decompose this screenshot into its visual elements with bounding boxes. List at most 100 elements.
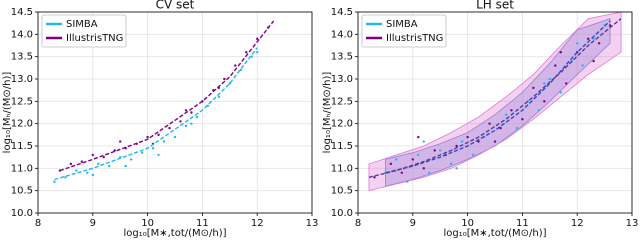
- legend-label: SIMBA: [386, 19, 418, 30]
- data-point: [581, 64, 584, 67]
- data-point: [395, 158, 398, 161]
- data-point: [592, 59, 595, 63]
- legend-box: [361, 14, 447, 48]
- data-point: [256, 51, 259, 54]
- data-point: [162, 140, 166, 143]
- x-tick-label: 11: [196, 218, 209, 229]
- fit-line: [59, 20, 275, 172]
- data-point: [559, 51, 562, 54]
- data-point: [91, 153, 95, 157]
- data-point: [108, 164, 111, 168]
- data-point: [477, 140, 480, 143]
- data-point: [102, 155, 105, 159]
- x-tick-label: 9: [410, 218, 416, 229]
- y-tick-label: 12.0: [11, 119, 33, 130]
- data-point: [608, 24, 612, 27]
- data-point: [129, 158, 133, 161]
- y-tick-label: 12.5: [331, 96, 353, 107]
- data-point: [75, 169, 78, 172]
- data-point: [124, 164, 127, 168]
- data-point: [554, 64, 557, 67]
- data-point: [471, 153, 475, 157]
- fit-line: [54, 47, 258, 181]
- data-point: [586, 37, 590, 40]
- y-tick-label: 10.5: [11, 186, 33, 197]
- data-point: [223, 77, 226, 81]
- x-tick-label: 12: [251, 218, 264, 229]
- data-point: [417, 153, 420, 157]
- data-point: [532, 86, 535, 90]
- data-point: [592, 37, 595, 40]
- y-tick-label: 11.0: [11, 163, 33, 174]
- x-tick-label: 13: [306, 218, 319, 229]
- data-point: [245, 51, 248, 54]
- data-point: [537, 109, 541, 112]
- data-point: [190, 122, 193, 125]
- data-point: [195, 115, 199, 119]
- data-point: [439, 149, 442, 152]
- data-point: [422, 140, 425, 143]
- data-point: [69, 162, 73, 166]
- y-tick-label: 14.0: [11, 29, 33, 40]
- data-point: [504, 113, 508, 116]
- panel: 10.0 10.5 11.0 11.5 12.0 12.5 13.0 13.5 14.0 14.5…: [2, 0, 318, 239]
- data-point: [417, 135, 420, 139]
- data-point: [543, 82, 546, 85]
- x-axis-label: log₁₀[M∗,tot/(M⊙/h)]: [123, 228, 226, 239]
- data-point: [466, 135, 469, 139]
- data-point: [97, 162, 100, 166]
- data-point: [597, 42, 601, 45]
- y-axis-label: log₁₀[Mₕ/(M⊙/h)]: [2, 72, 13, 154]
- legend-label: SIMBA: [66, 19, 98, 30]
- data-point: [559, 91, 562, 94]
- data-point: [64, 176, 67, 179]
- error-band: [368, 11, 622, 192]
- data-point: [146, 135, 149, 139]
- x-tick-label: 8: [355, 218, 361, 229]
- data-point: [510, 109, 513, 112]
- chart-title: LH set: [476, 0, 514, 12]
- data-point: [184, 109, 188, 112]
- chart-title: CV set: [156, 0, 195, 12]
- data-point: [455, 167, 458, 170]
- data-point: [157, 133, 160, 137]
- data-point: [179, 120, 182, 123]
- data-point: [256, 37, 259, 40]
- data-point: [190, 111, 193, 114]
- y-tick-label: 12.5: [11, 96, 33, 107]
- data-point: [543, 100, 546, 103]
- x-tick-label: 8: [35, 218, 41, 229]
- data-point: [86, 171, 89, 174]
- y-axis-label: log₁₀[Mₕ/(M⊙/h)]: [322, 72, 333, 154]
- fit-line: [385, 20, 611, 174]
- x-tick-label: 9: [90, 218, 96, 229]
- error-band: [384, 18, 611, 187]
- y-tick-label: 13.0: [11, 74, 33, 85]
- data-point: [428, 171, 431, 174]
- data-point: [515, 126, 519, 130]
- data-point: [373, 176, 376, 179]
- data-point: [411, 158, 414, 161]
- data-point: [576, 42, 579, 45]
- data-point: [217, 95, 221, 99]
- data-point: [168, 126, 171, 130]
- x-tick-label: 13: [626, 218, 639, 229]
- data-point: [565, 82, 568, 85]
- legend-label: IllustrisTNG: [386, 33, 443, 44]
- y-tick-label: 10.5: [331, 186, 353, 197]
- x-tick-label: 11: [516, 218, 529, 229]
- data-point: [389, 162, 393, 166]
- data-point: [140, 151, 144, 154]
- data-point: [521, 118, 524, 121]
- data-point: [422, 167, 425, 170]
- legend-box: [41, 14, 127, 48]
- y-tick-label: 13.0: [331, 74, 353, 85]
- data-point: [548, 77, 551, 81]
- legend-label: IllustrisTNG: [66, 33, 123, 44]
- y-tick-label: 13.5: [331, 52, 353, 63]
- y-tick-label: 10.0: [11, 208, 33, 219]
- axes-frame: [357, 11, 633, 214]
- y-tick-label: 13.5: [11, 52, 33, 63]
- data-point: [406, 180, 409, 183]
